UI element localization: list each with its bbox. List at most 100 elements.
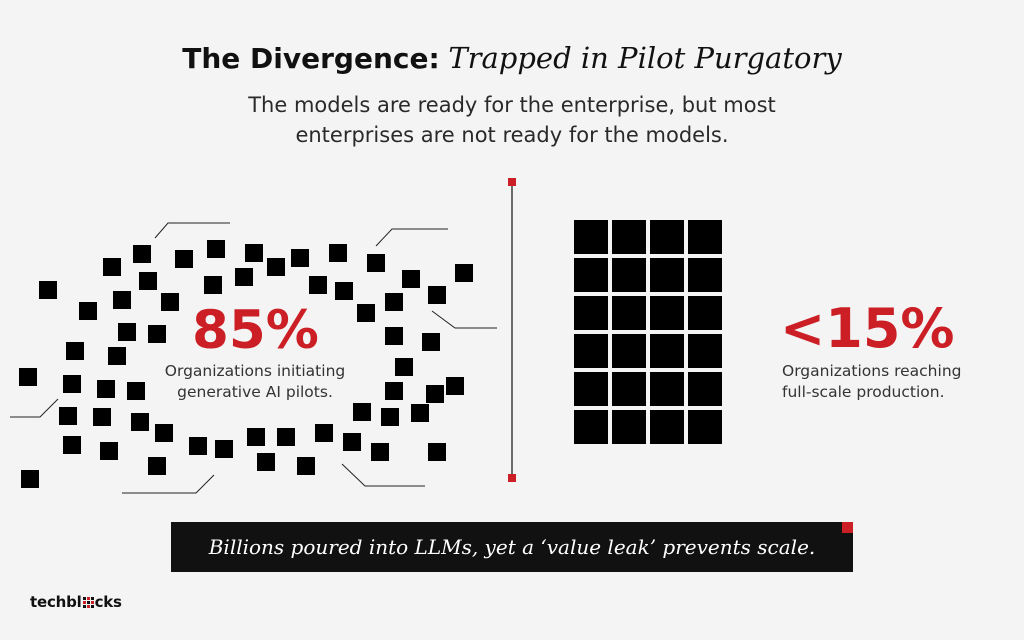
scatter-square xyxy=(155,424,173,442)
scatter-square xyxy=(329,244,347,262)
scatter-square xyxy=(235,268,253,286)
grid-cell xyxy=(612,258,646,292)
scatter-square xyxy=(113,291,131,309)
grid-cell xyxy=(612,334,646,368)
production-caption-line2: full-scale production. xyxy=(782,383,945,401)
pilots-caption-line1: Organizations initiating xyxy=(164,362,346,380)
center-divider xyxy=(508,178,516,482)
scatter-square xyxy=(353,403,371,421)
grid-cell xyxy=(612,220,646,254)
grid-cell xyxy=(650,334,684,368)
scatter-square xyxy=(291,249,309,267)
page-title: The Divergence: Trapped in Pilot Purgato… xyxy=(0,38,1024,79)
value-leak-banner: Billions poured into LLMs, yet a ‘value … xyxy=(171,522,853,572)
grid-cell xyxy=(574,296,608,330)
pilots-caption-line2: generative AI pilots. xyxy=(177,383,333,401)
scatter-square xyxy=(309,276,327,294)
scatter-square xyxy=(257,453,275,471)
grid-cell xyxy=(688,296,722,330)
scatter-square xyxy=(367,254,385,272)
scatter-square xyxy=(148,325,166,343)
grid-cell xyxy=(574,334,608,368)
scatter-square xyxy=(127,382,145,400)
pilots-percentage: 85% xyxy=(192,300,319,361)
grid-cell xyxy=(688,372,722,406)
scatter-square xyxy=(385,293,403,311)
scatter-square xyxy=(371,443,389,461)
grid-cell xyxy=(650,296,684,330)
scatter-square xyxy=(131,413,149,431)
divider-bottom-marker xyxy=(508,474,516,482)
scatter-square xyxy=(189,437,207,455)
scatter-square xyxy=(63,375,81,393)
techblocks-logo: techbl cks xyxy=(30,593,122,611)
scatter-square xyxy=(455,264,473,282)
scatter-square xyxy=(411,404,429,422)
grid-cell xyxy=(574,410,608,444)
scatter-square xyxy=(93,408,111,426)
leader-line xyxy=(122,474,215,494)
scatter-square xyxy=(63,436,81,454)
title-italic: Trapped in Pilot Purgatory xyxy=(448,41,842,75)
scatter-square xyxy=(19,368,37,386)
scatter-square xyxy=(428,443,446,461)
pilots-caption: Organizations initiating generative AI pi… xyxy=(150,361,360,403)
scatter-square xyxy=(118,323,136,341)
grid-cell xyxy=(688,258,722,292)
scatter-square xyxy=(148,457,166,475)
divider-top-marker xyxy=(508,178,516,186)
scatter-square xyxy=(402,270,420,288)
leader-line xyxy=(154,222,230,239)
grid-cell xyxy=(650,220,684,254)
grid-cell xyxy=(650,410,684,444)
grid-cell xyxy=(650,372,684,406)
grid-cell xyxy=(574,372,608,406)
logo-text-end: cks xyxy=(94,593,122,611)
scatter-square xyxy=(245,244,263,262)
leader-line xyxy=(341,463,425,487)
production-caption: Organizations reaching full-scale product… xyxy=(782,361,982,403)
scatter-square xyxy=(385,327,403,345)
banner-corner-accent xyxy=(842,522,853,533)
logo-grid-icon xyxy=(82,596,94,608)
grid-cell xyxy=(612,410,646,444)
production-percentage: <15% xyxy=(780,297,955,360)
scatter-square xyxy=(97,380,115,398)
scatter-square xyxy=(357,304,375,322)
scatter-square xyxy=(21,470,39,488)
scatter-square xyxy=(100,442,118,460)
scatter-square xyxy=(175,250,193,268)
scatter-square xyxy=(277,428,295,446)
production-block-grid xyxy=(574,220,726,444)
scatter-square xyxy=(103,258,121,276)
scatter-square xyxy=(59,407,77,425)
scatter-square xyxy=(207,240,225,258)
logo-text-start: techbl xyxy=(30,593,82,611)
leader-line xyxy=(10,398,59,418)
scatter-square xyxy=(385,382,403,400)
grid-cell xyxy=(612,372,646,406)
grid-cell xyxy=(612,296,646,330)
grid-cell xyxy=(688,220,722,254)
scatter-square xyxy=(422,333,440,351)
scatter-square xyxy=(215,440,233,458)
grid-cell xyxy=(574,258,608,292)
scatter-square xyxy=(39,281,57,299)
scatter-square xyxy=(139,272,157,290)
leader-line xyxy=(375,228,448,247)
scattered-squares-illustration xyxy=(10,222,497,494)
scatter-square xyxy=(108,347,126,365)
scatter-square xyxy=(446,377,464,395)
scatter-square xyxy=(297,457,315,475)
scatter-square xyxy=(133,245,151,263)
scatter-square xyxy=(395,358,413,376)
scatter-square xyxy=(335,282,353,300)
production-caption-line1: Organizations reaching xyxy=(782,362,962,380)
scatter-square xyxy=(381,408,399,426)
page-subtitle: The models are ready for the enterprise,… xyxy=(248,93,776,147)
leader-line xyxy=(431,310,497,329)
scatter-square xyxy=(204,276,222,294)
scatter-square xyxy=(315,424,333,442)
scatter-square xyxy=(428,286,446,304)
grid-cell xyxy=(688,334,722,368)
